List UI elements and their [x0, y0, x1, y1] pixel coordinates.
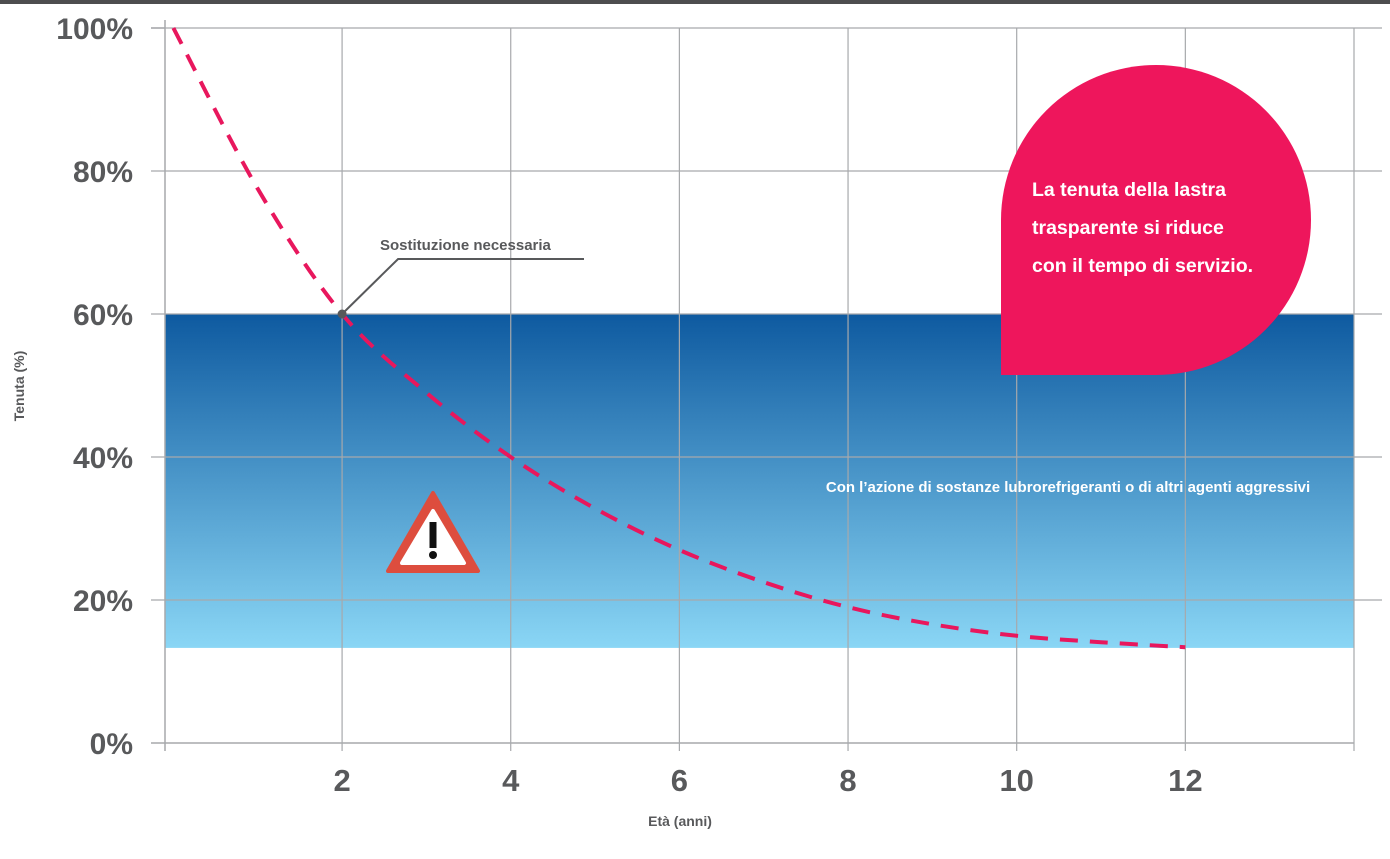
callout-line-3: con il tempo di servizio. — [1032, 255, 1253, 277]
axes — [151, 20, 1354, 751]
y-tick-label: 80% — [73, 156, 133, 189]
x-axis-title: Età (anni) — [648, 813, 712, 829]
x-tick-label: 6 — [671, 763, 688, 798]
x-tick-label: 12 — [1168, 763, 1202, 798]
top-border — [0, 0, 1390, 4]
y-tick-label: 100% — [56, 13, 133, 46]
y-tick-labels: 0% 20% 40% 60% 80% 100% — [56, 13, 133, 761]
grid — [151, 27, 1382, 751]
y-axis-title: Tenuta (%) — [11, 351, 27, 422]
callout-shape — [1001, 65, 1311, 375]
replacement-label: Sostituzione necessaria — [380, 237, 552, 254]
y-tick-label: 40% — [73, 442, 133, 475]
series-line — [171, 27, 1186, 650]
warning-triangle-icon — [386, 491, 480, 573]
x-tick-label: 8 — [839, 763, 856, 798]
replacement-annotation: Sostituzione necessaria — [337, 237, 584, 319]
band-label: Con l’azione di sostanze lubrorefrigeran… — [826, 479, 1310, 496]
x-tick-labels: 2 4 6 8 10 12 — [333, 763, 1202, 798]
callout-line-1: La tenuta della lastra — [1032, 179, 1226, 201]
x-tick-label: 10 — [999, 763, 1033, 798]
replacement-leader-line — [341, 258, 584, 315]
callout-line-2: trasparente si riduce — [1032, 217, 1224, 239]
y-tick-label: 20% — [73, 585, 133, 618]
y-tick-label: 0% — [90, 728, 133, 761]
x-tick-label: 4 — [502, 763, 520, 798]
callout-bubble: La tenuta della lastra trasparente si ri… — [1001, 65, 1311, 375]
y-tick-label: 60% — [73, 299, 133, 332]
x-tick-label: 2 — [333, 763, 350, 798]
replacement-point — [337, 309, 347, 319]
